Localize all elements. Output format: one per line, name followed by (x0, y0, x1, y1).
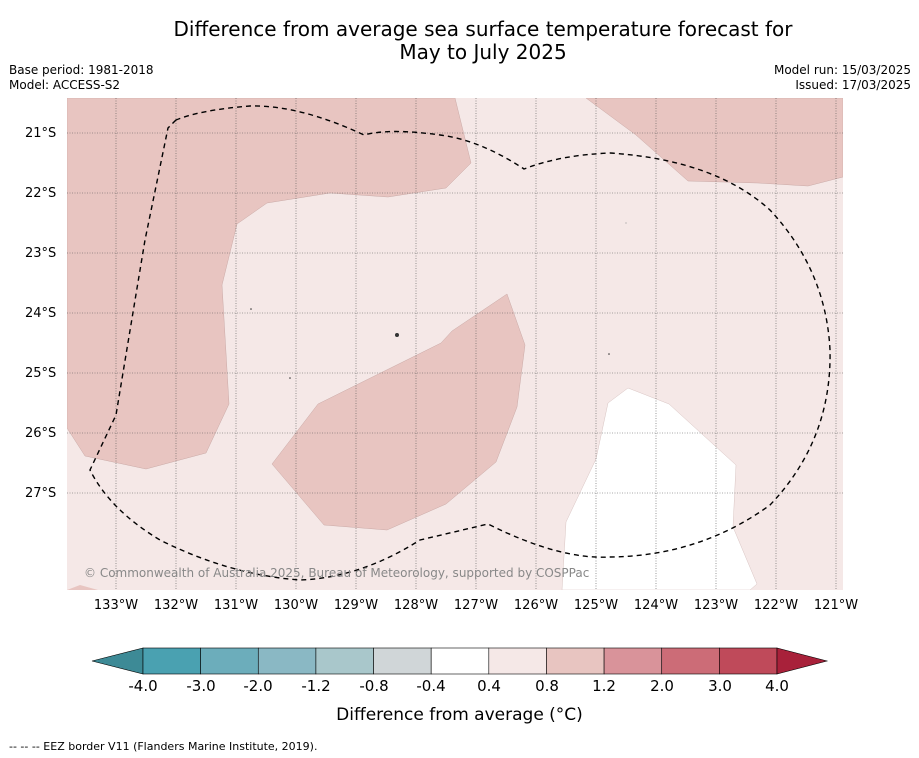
colorbar-tick-label: 0.4 (477, 677, 501, 695)
anomaly-region-northeast (585, 98, 843, 187)
island-marker (625, 222, 627, 224)
model-text: Model: ACCESS-S2 (9, 78, 121, 92)
title-line-1: Difference from average sea surface temp… (173, 17, 793, 41)
issued-text: Issued: 17/03/2025 (795, 78, 911, 92)
longitude-gridlines (115, 98, 837, 590)
lat-label: 23°S (25, 246, 57, 261)
island-marker (395, 333, 399, 337)
footnote: -- -- -- EEZ border V11 (Flanders Marine… (9, 740, 318, 753)
lon-label: 127°W (453, 598, 499, 613)
colorbar-extend-high (776, 647, 829, 675)
lat-label: 21°S (25, 126, 57, 141)
lon-label: 126°W (513, 598, 559, 613)
eez-border (89, 105, 831, 581)
lon-label: 123°W (693, 598, 739, 613)
lon-label: 133°W (93, 598, 139, 613)
lon-label: 131°W (213, 598, 259, 613)
island-marker (289, 377, 291, 379)
lon-label: 129°W (333, 598, 379, 613)
colorbar-segment (373, 647, 432, 675)
colorbar-tick-label: -3.0 (186, 677, 216, 695)
colorbar-title: Difference from average (°C) (336, 705, 583, 725)
colorbar-tick-label: 3.0 (708, 677, 732, 695)
lon-label: 130°W (273, 598, 319, 613)
lat-label: 27°S (25, 486, 57, 501)
anomaly-region-northwest (67, 98, 472, 470)
coast-fragment (67, 585, 98, 590)
colorbar-segment (315, 647, 374, 675)
latitude-gridlines (67, 132, 843, 494)
colorbar-segment (200, 647, 259, 675)
colorbar-tick-label: 2.0 (650, 677, 674, 695)
colorbar-tick-label: 4.0 (765, 677, 789, 695)
colorbar-segment (142, 647, 201, 675)
lon-label: 132°W (153, 598, 199, 613)
colorbar-segment (603, 647, 663, 675)
lat-label: 22°S (25, 186, 57, 201)
lon-label: 124°W (633, 598, 679, 613)
colorbar-extend-low (91, 647, 144, 675)
map-title: Difference from average sea surface temp… (0, 18, 919, 64)
colorbar-tick-label: -2.0 (243, 677, 273, 695)
colorbar-segment (661, 647, 720, 675)
copyright-text: © Commonwealth of Australia 2025, Bureau… (84, 566, 589, 580)
island-marker (608, 353, 610, 355)
model-run-text: Model run: 15/03/2025 (773, 63, 911, 77)
map-panel: © Commonwealth of Australia 2025, Bureau… (67, 98, 843, 590)
lat-label: 26°S (25, 426, 57, 441)
lon-label: 121°W (813, 598, 859, 613)
colorbar-tick-label: -0.8 (359, 677, 389, 695)
colorbar-tick-label: -0.4 (416, 677, 446, 695)
meta-right: Model run: 15/03/2025 Issued: 17/03/2025 (774, 63, 911, 93)
colorbar-tick-label: 1.2 (592, 677, 616, 695)
colorbar-segment (257, 647, 317, 675)
lon-label: 125°W (573, 598, 619, 613)
lat-label: 25°S (25, 366, 57, 381)
colorbar (91, 647, 829, 675)
colorbar-segment (719, 647, 778, 675)
colorbar-segment (430, 647, 490, 675)
colorbar-segment (546, 647, 605, 675)
base-period-text: Base period: 1981-2018 (9, 63, 154, 77)
lat-label: 24°S (25, 306, 57, 321)
colorbar-tick-label: 0.8 (535, 677, 559, 695)
title-line-2: May to July 2025 (399, 40, 567, 64)
colorbar-segment (488, 647, 547, 675)
anomaly-region-center (271, 293, 526, 531)
lon-label: 122°W (753, 598, 799, 613)
colorbar-tick-label: -4.0 (128, 677, 158, 695)
island-marker (250, 308, 252, 310)
lon-label: 128°W (393, 598, 439, 613)
colorbar-tick-label: -1.2 (301, 677, 331, 695)
meta-left: Base period: 1981-2018 Model: ACCESS-S2 (9, 63, 154, 93)
